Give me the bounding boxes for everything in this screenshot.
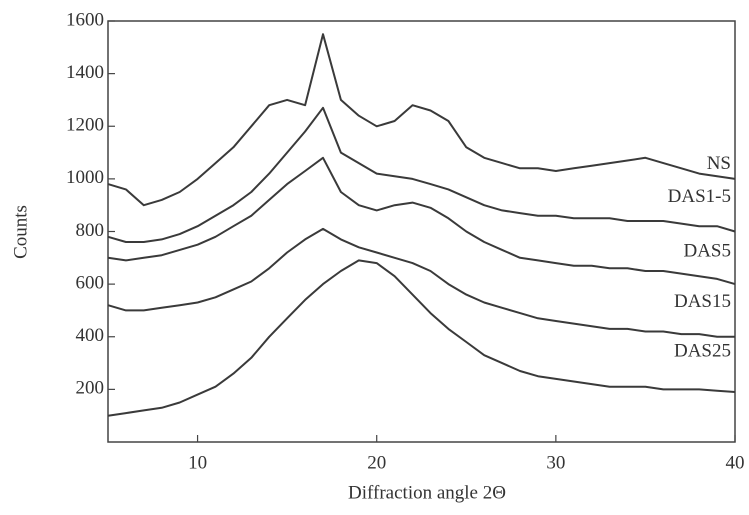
y-tick-label: 1600 xyxy=(66,9,104,30)
plot-frame xyxy=(107,20,736,443)
series-label: DAS5 xyxy=(683,240,731,261)
x-axis-label: Diffraction angle 2Θ xyxy=(348,482,506,503)
y-tick-label: 400 xyxy=(76,325,105,346)
y-tick-label: 1200 xyxy=(66,115,104,136)
x-tick-label: 10 xyxy=(188,452,207,473)
y-tick-label: 200 xyxy=(76,378,105,399)
y-tick-label: 1400 xyxy=(66,62,104,83)
series-line xyxy=(107,106,736,243)
series-line xyxy=(107,156,736,286)
series-line xyxy=(107,259,736,417)
x-tick-label: 30 xyxy=(546,452,565,473)
series-label: DAS15 xyxy=(674,291,731,312)
series-label: DAS1-5 xyxy=(668,186,731,207)
y-tick-label: 1000 xyxy=(66,167,104,188)
x-tick-label: 40 xyxy=(726,452,745,473)
series-line xyxy=(107,227,735,338)
series-label: NS xyxy=(707,153,731,174)
series-label: DAS25 xyxy=(674,340,731,361)
x-tick-label: 20 xyxy=(367,452,386,473)
y-tick-label: 600 xyxy=(76,272,105,293)
y-axis-label: Counts xyxy=(10,205,31,259)
y-tick-label: 800 xyxy=(76,220,105,241)
series-line xyxy=(107,33,736,207)
